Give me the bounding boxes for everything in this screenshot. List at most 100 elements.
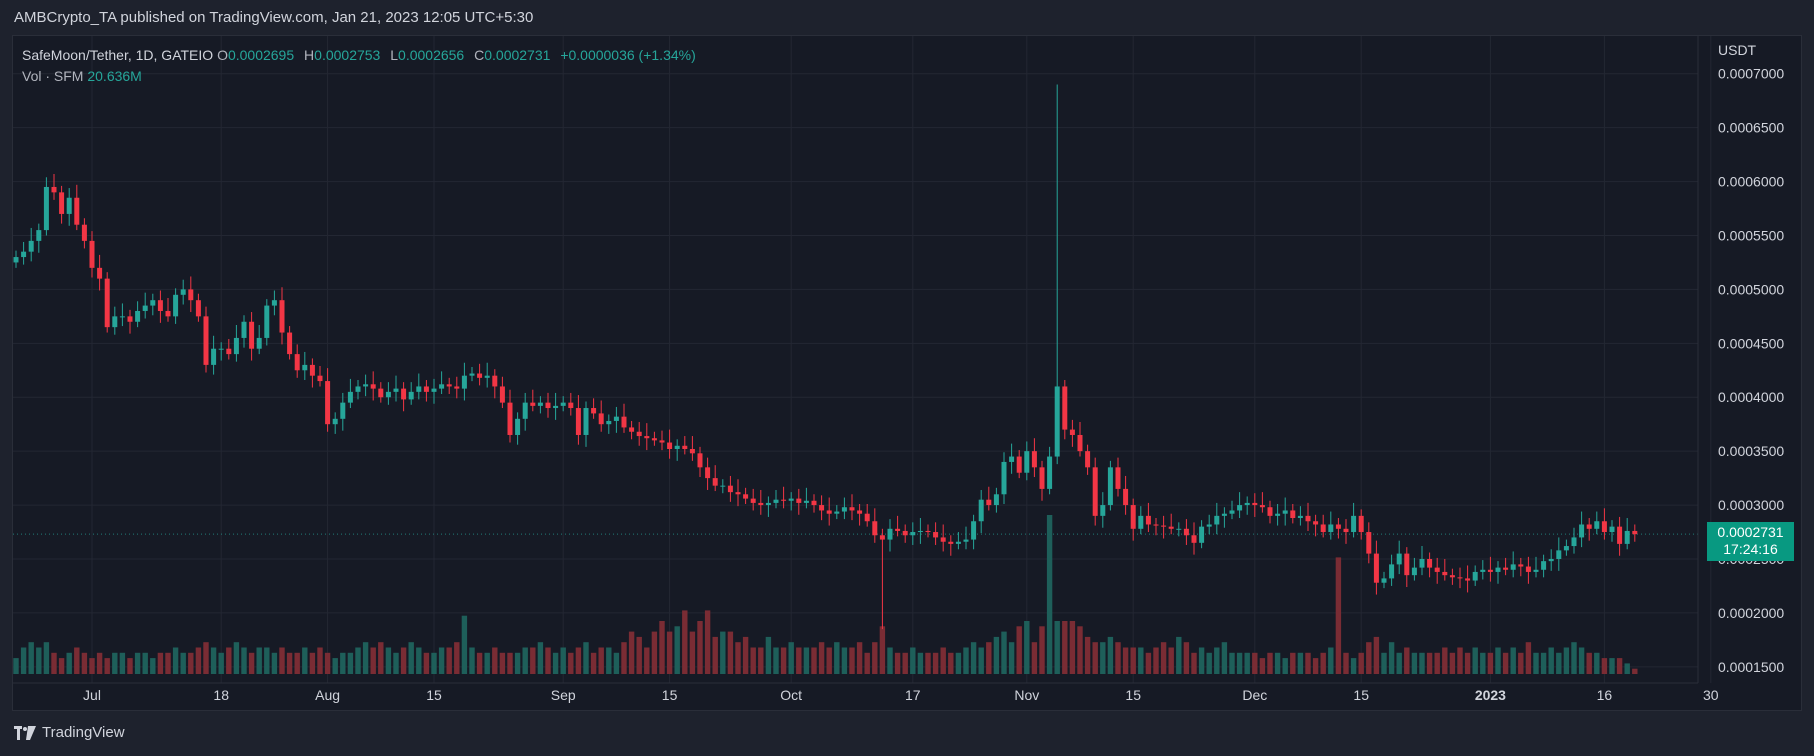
volume-bar (1077, 626, 1083, 674)
candle-body (826, 510, 832, 514)
candle-body (1031, 451, 1037, 468)
volume-bar (1130, 647, 1136, 674)
volume-bar (271, 652, 278, 674)
candle-body (477, 373, 483, 378)
volume-bar (1016, 626, 1022, 674)
low-label: L (390, 47, 399, 63)
candle-body (203, 316, 209, 365)
candle-body (119, 316, 125, 318)
candle-body (963, 539, 969, 542)
volume-bar (1601, 658, 1608, 674)
volume-bar (1510, 647, 1516, 674)
volume-bar (20, 647, 27, 674)
candle-body (401, 388, 407, 400)
candle-body (302, 364, 308, 371)
volume-bar (735, 642, 741, 674)
candle-body (127, 316, 133, 322)
footer-brand[interactable]: TradingView (14, 724, 125, 741)
volume-bar (134, 652, 141, 674)
candle-body (1047, 456, 1053, 489)
candle-body (1343, 528, 1349, 533)
candle-body (1191, 535, 1197, 543)
candle-body (1069, 429, 1075, 435)
price-tick-label: 0.0007000 (1718, 66, 1784, 82)
volume-bar (856, 642, 863, 674)
volume-bar (1381, 652, 1387, 674)
volume-bar (537, 642, 544, 674)
candle-body (180, 289, 186, 295)
volume-bar (955, 652, 962, 674)
volume-bar (36, 647, 42, 674)
volume-bar (1373, 636, 1380, 674)
published-byline: AMBCrypto_TA published on TradingView.co… (14, 9, 534, 26)
candle-body (803, 500, 809, 503)
candle-body (294, 354, 300, 371)
volume-bar (1495, 647, 1501, 674)
volume-bar (1221, 642, 1228, 674)
volume-bar (1138, 647, 1144, 674)
volume-bar (1464, 652, 1471, 674)
volume-bar (1328, 647, 1334, 674)
candle-body (1107, 467, 1113, 506)
volume-bar (58, 658, 65, 674)
candle-body (1404, 553, 1410, 576)
volume-bar (1487, 652, 1494, 674)
candle-body (1351, 515, 1357, 533)
change-value: +0.0000036 (+1.34%) (560, 47, 696, 63)
candle-body (1381, 578, 1387, 583)
candle-body (1297, 515, 1303, 519)
candle-body (43, 186, 49, 231)
volume-bar (499, 652, 506, 674)
volume-bar (1259, 658, 1266, 674)
volume-bar (849, 647, 855, 674)
candle-body (773, 499, 779, 503)
candle-body (241, 321, 247, 338)
volume-bar (1404, 647, 1410, 674)
volume-bar (1153, 647, 1159, 674)
volume-bar (1320, 652, 1326, 674)
candle-body (332, 418, 338, 425)
volume-bar (1556, 652, 1562, 674)
candle-body (89, 240, 95, 268)
candle-body (1442, 571, 1448, 576)
volume-bar (74, 647, 80, 674)
candle-body (697, 453, 703, 468)
currency-unit[interactable]: USDT (1718, 42, 1757, 58)
footer-brand-label: TradingView (42, 724, 125, 741)
candle-body (1176, 528, 1182, 530)
candle-body (1138, 515, 1144, 529)
volume-bar (454, 642, 460, 674)
candle-body (598, 413, 604, 425)
volume-bar (590, 652, 597, 674)
volume-bar (750, 647, 756, 674)
price-tick-label: 0.0004000 (1718, 389, 1784, 405)
candle-body (689, 449, 695, 454)
candle-body (560, 402, 566, 406)
volume-bar (400, 647, 407, 674)
volume-bar (1449, 652, 1456, 674)
candle-body (423, 386, 429, 392)
volume-bar (917, 652, 924, 674)
candle-body (651, 438, 657, 441)
volume-bar (165, 652, 171, 674)
volume-bar (773, 647, 779, 674)
volume-bar (195, 647, 202, 674)
candle-body (1579, 524, 1585, 538)
candle-body (879, 535, 885, 540)
candle-body (537, 402, 543, 406)
candle-body (872, 521, 878, 536)
candle-body (1427, 558, 1433, 568)
candle-body (81, 224, 87, 241)
volume-bar (476, 652, 483, 674)
volume-bar (879, 626, 886, 674)
symbol-legend[interactable]: SafeMoon/Tether, 1D, GATEIO O0.0002695 H… (22, 45, 702, 87)
low-value: 0.0002656 (398, 47, 465, 63)
volume-bar (1229, 652, 1235, 674)
volume-bar (613, 652, 620, 674)
volume-bar (378, 642, 384, 674)
candle-body (682, 445, 688, 450)
volume-bar (446, 647, 452, 674)
last-price-tag: 0.0002731 17:24:16 (1707, 522, 1794, 561)
candle-body (765, 502, 771, 506)
